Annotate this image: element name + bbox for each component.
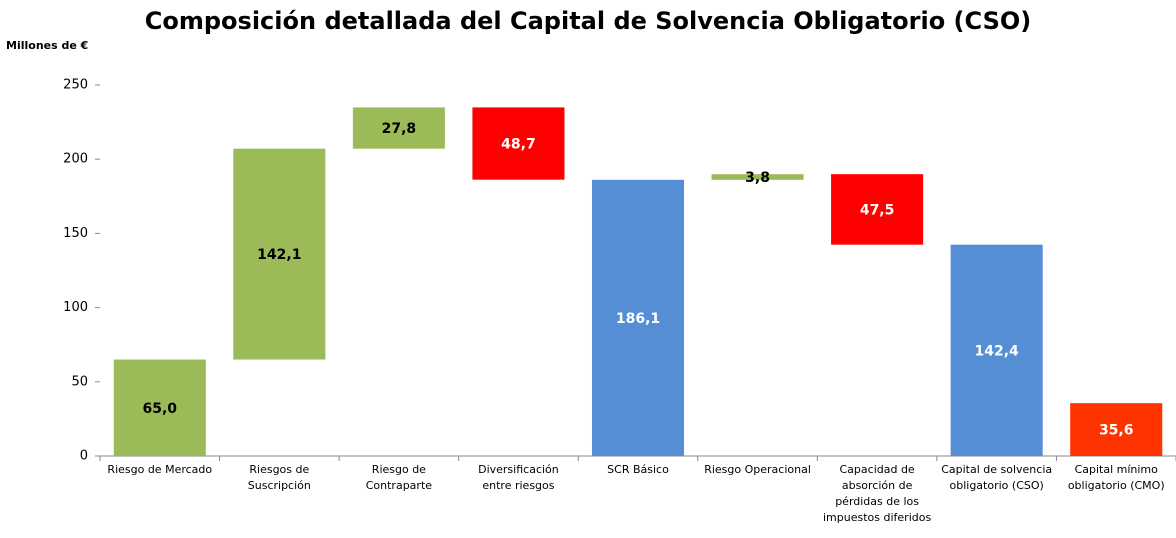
bar	[113, 359, 206, 456]
y-tick-label: 200	[63, 152, 88, 167]
bar	[1070, 403, 1163, 456]
x-tick-label: Capacidad de	[840, 463, 915, 476]
x-tick-label: SCR Básico	[607, 463, 669, 476]
bar	[352, 107, 445, 149]
x-tick-label: Capital de solvencia	[941, 463, 1052, 476]
x-tick-label: impuestos diferidos	[823, 511, 931, 524]
data-label: 27,8	[382, 121, 417, 137]
data-label: 47,5	[860, 202, 895, 218]
x-tick-label: pérdidas de los	[835, 495, 919, 508]
y-tick-label: 100	[63, 300, 88, 315]
bar	[591, 179, 685, 456]
x-tick-label: Diversificación	[478, 463, 559, 476]
x-tick-label: Contraparte	[366, 479, 433, 492]
x-tick-label: Riesgos de	[249, 463, 309, 476]
x-tick-label: absorción de	[842, 479, 913, 492]
y-tick-label: 250	[63, 78, 88, 93]
x-tick-label: Suscripción	[248, 479, 311, 492]
y-tick-label: 150	[63, 226, 88, 241]
y-axis-label: Millones de €	[6, 39, 88, 52]
x-tick-label: Riesgo Operacional	[704, 463, 811, 476]
x-tick-label: obligatorio (CMO)	[1068, 479, 1165, 492]
x-tick-label: entre riesgos	[482, 479, 554, 492]
x-tick-label: Riesgo de	[372, 463, 426, 476]
x-tick-label: obligatorio (CSO)	[950, 479, 1044, 492]
x-tick-label: Riesgo de Mercado	[107, 463, 212, 476]
data-label: 186,1	[616, 311, 660, 327]
data-label: 142,1	[257, 247, 301, 263]
data-label: 35,6	[1099, 423, 1134, 439]
bar	[950, 244, 1043, 456]
data-label: 3,8	[745, 170, 770, 186]
data-label: 142,4	[975, 343, 1020, 359]
x-tick-label: Capital mínimo	[1075, 463, 1159, 476]
chart-title: Composición detallada del Capital de Sol…	[145, 7, 1031, 35]
bar	[472, 107, 565, 180]
data-label: 48,7	[501, 137, 536, 153]
bar	[233, 148, 326, 360]
y-tick-label: 50	[71, 374, 88, 389]
bar	[711, 174, 804, 180]
data-label: 65,0	[143, 401, 178, 417]
bar	[831, 174, 924, 245]
y-tick-label: 0	[80, 449, 88, 464]
